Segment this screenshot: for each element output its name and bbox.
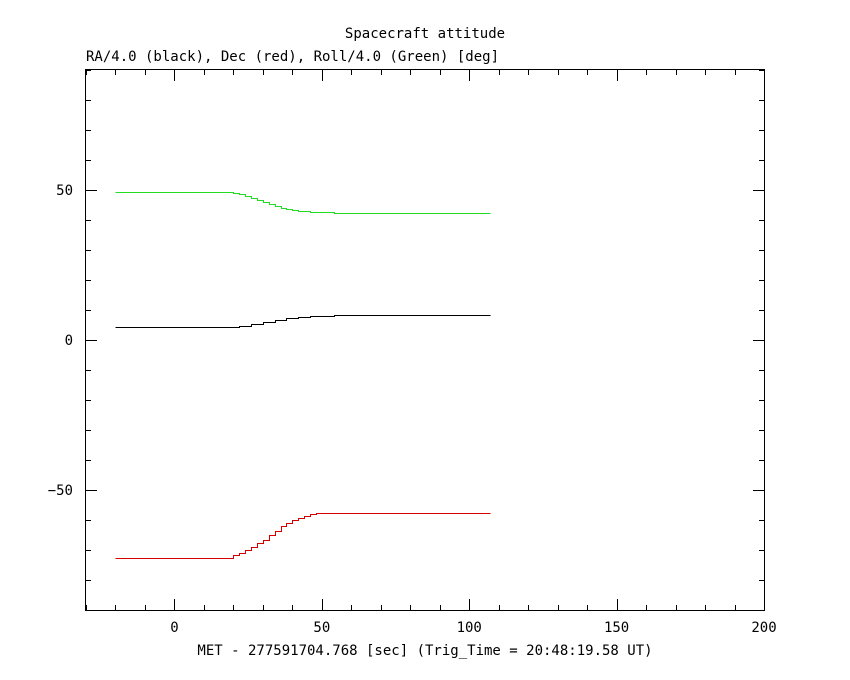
axis-tick-labels: 0 50 100 150 200 −50 0 50: [48, 183, 777, 636]
chart-title: Spacecraft attitude: [345, 26, 505, 42]
series-line-2: [115, 192, 491, 214]
plot-frame: [85, 69, 765, 611]
y-tick-label: −50: [48, 483, 73, 499]
x-axis-label: MET - 277591704.768 [sec] (Trig_Time = 2…: [197, 643, 652, 659]
x-tick-label: 50: [313, 620, 330, 636]
chart-subtitle: RA/4.0 (black), Dec (red), Roll/4.0 (Gre…: [86, 49, 499, 65]
x-tick-label: 150: [604, 620, 629, 636]
axis-ticks: [86, 70, 765, 611]
y-tick-label: 0: [65, 333, 73, 349]
x-tick-label: 0: [170, 620, 178, 636]
x-tick-label: 200: [751, 620, 776, 636]
x-tick-label: 100: [457, 620, 482, 636]
series-lines: [115, 192, 491, 559]
series-line-1: [115, 513, 491, 559]
series-line-0: [115, 315, 491, 328]
y-tick-label: 50: [56, 183, 73, 199]
